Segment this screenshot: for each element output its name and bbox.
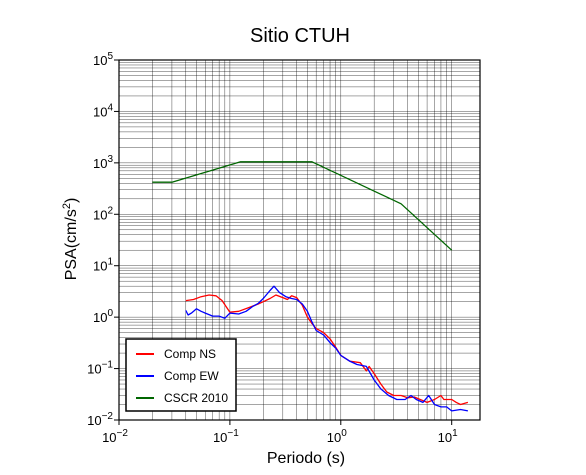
y-tick-label: 105 bbox=[93, 51, 113, 68]
y-tick-label-base: 10 bbox=[93, 207, 107, 222]
y-tick-label-exponent: 3 bbox=[107, 154, 113, 165]
y-axis-label-superscript: 2 bbox=[61, 203, 73, 209]
y-tick-label-exponent: −2 bbox=[102, 411, 114, 422]
x-tick-label-base: 10 bbox=[438, 430, 452, 445]
y-tick-label: 104 bbox=[93, 102, 113, 119]
x-tick-label-base: 10 bbox=[102, 430, 116, 445]
y-tick-label-base: 10 bbox=[93, 53, 107, 68]
y-tick-label: 100 bbox=[93, 308, 113, 325]
y-tick-label-base: 10 bbox=[93, 310, 107, 325]
x-tick-label-exponent: −1 bbox=[227, 428, 239, 439]
x-tick-label: 10−2 bbox=[102, 428, 128, 445]
y-tick-label: 101 bbox=[93, 257, 113, 274]
x-tick-label-base: 10 bbox=[213, 430, 227, 445]
x-tick-label-exponent: −2 bbox=[117, 428, 129, 439]
x-tick-label-base: 10 bbox=[327, 430, 341, 445]
x-tick-label: 100 bbox=[327, 428, 347, 445]
series-line-comp-ew bbox=[185, 285, 469, 412]
legend: Comp NS Comp EW CSCR 2010 bbox=[125, 338, 237, 412]
series-line-cscr-2010 bbox=[152, 161, 453, 251]
x-tick-label: 101 bbox=[438, 428, 458, 445]
grid bbox=[118, 60, 480, 420]
x-tick-label-exponent: 1 bbox=[452, 428, 458, 439]
y-tick-label: 10−2 bbox=[87, 411, 113, 428]
y-tick-label-base: 10 bbox=[87, 362, 101, 377]
y-tick-label-exponent: 0 bbox=[107, 308, 113, 319]
series-lines bbox=[152, 161, 469, 412]
x-tick-label: 10−1 bbox=[213, 428, 239, 445]
y-axis-label-end: ) bbox=[63, 198, 80, 203]
y-tick-label-exponent: 1 bbox=[107, 257, 113, 268]
y-tick-label: 10−1 bbox=[87, 360, 113, 377]
plot-frame bbox=[118, 59, 481, 421]
y-tick-label-base: 10 bbox=[93, 156, 107, 171]
y-tick-label-base: 10 bbox=[93, 259, 107, 274]
y-axis-label-base: PSA(cm/s bbox=[63, 209, 80, 280]
x-tick-label-exponent: 0 bbox=[341, 428, 347, 439]
y-tick-label-base: 10 bbox=[93, 104, 107, 119]
legend-label: Comp NS bbox=[164, 347, 216, 361]
y-axis-label: PSA(cm/s2) bbox=[61, 198, 80, 281]
y-tick-label-exponent: 4 bbox=[107, 102, 113, 113]
y-tick-label-base: 10 bbox=[87, 413, 101, 428]
chart-title: Sitio CTUH bbox=[250, 25, 350, 47]
y-tick-label: 103 bbox=[93, 154, 113, 171]
y-tick-label: 102 bbox=[93, 205, 113, 222]
legend-label: Comp EW bbox=[164, 369, 219, 383]
y-tick-label-exponent: 5 bbox=[107, 51, 113, 62]
x-axis-label: Periodo (s) bbox=[267, 450, 345, 467]
y-tick-label-exponent: −1 bbox=[102, 360, 114, 371]
series-line-comp-ns bbox=[185, 294, 469, 406]
legend-label: CSCR 2010 bbox=[164, 391, 228, 405]
y-tick-label-exponent: 2 bbox=[107, 205, 113, 216]
